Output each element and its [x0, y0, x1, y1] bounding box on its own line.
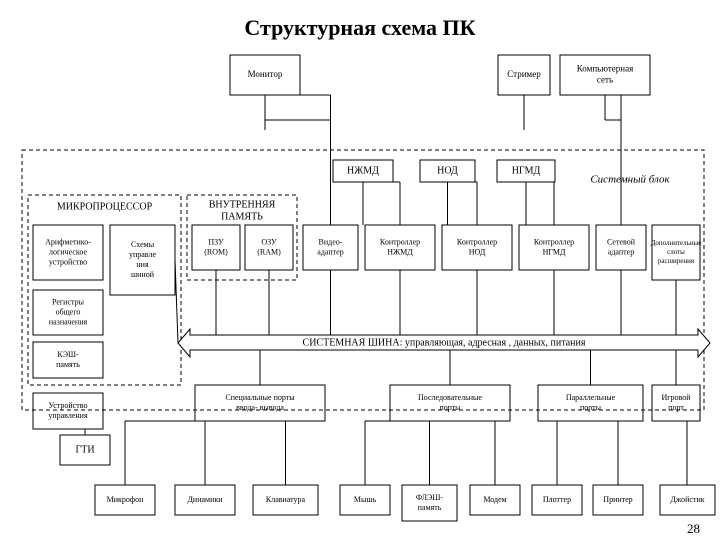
svg-text:Монитор: Монитор [248, 69, 283, 79]
svg-text:Принтер: Принтер [603, 495, 632, 504]
svg-text:Динамики: Динамики [187, 495, 223, 504]
svg-text:НГМД: НГМД [512, 165, 541, 176]
svg-text:Последовательные: Последовательные [418, 393, 482, 402]
svg-text:НЖМД: НЖМД [347, 165, 379, 176]
svg-text:ния: ния [136, 260, 149, 269]
svg-text:Стример: Стример [507, 69, 541, 79]
svg-text:МИКРОПРОЦЕССОР: МИКРОПРОЦЕССОР [57, 201, 153, 212]
svg-text:слоты: слоты [667, 248, 685, 256]
svg-text:ОЗУ: ОЗУ [261, 237, 277, 246]
diagram-canvas: Структурная схема ПК Монитор Стример Компью… [0, 0, 720, 540]
svg-text:КЭШ-: КЭШ- [57, 350, 79, 359]
svg-text:НОД: НОД [469, 247, 486, 256]
svg-text:Джойстик: Джойстик [670, 495, 704, 504]
svg-text:управления: управления [48, 411, 88, 420]
svg-text:Параллельные: Параллельные [566, 393, 616, 402]
svg-text:Дополнительные: Дополнительные [651, 239, 702, 247]
svg-text:28: 28 [687, 521, 700, 536]
svg-text:Регистры: Регистры [52, 297, 85, 306]
svg-text:Контроллер: Контроллер [457, 237, 497, 246]
svg-text:ВНУТРЕННЯЯ: ВНУТРЕННЯЯ [209, 199, 276, 210]
svg-text:Мышь: Мышь [354, 495, 377, 504]
svg-text:память: память [56, 360, 80, 369]
svg-text:адаптер: адаптер [608, 247, 634, 256]
svg-text:СИСТЕМНАЯ ШИНА: управляющая, а: СИСТЕМНАЯ ШИНА: управляющая, адресная , … [303, 337, 586, 348]
svg-text:сеть: сеть [597, 75, 613, 85]
svg-text:Контроллер: Контроллер [380, 237, 420, 246]
svg-text:Устройство: Устройство [49, 401, 88, 410]
svg-text:расширения: расширения [658, 257, 695, 265]
svg-text:логическое: логическое [49, 247, 87, 256]
svg-text:Арифметико-: Арифметико- [45, 237, 91, 246]
svg-text:НГМД: НГМД [543, 247, 566, 256]
svg-text:Компьютерная: Компьютерная [577, 64, 633, 74]
svg-text:Сетевой: Сетевой [607, 237, 636, 246]
svg-text:Структурная схема ПК: Структурная схема ПК [244, 15, 475, 40]
svg-text:память: память [418, 503, 442, 512]
svg-text:Схемы: Схемы [131, 240, 155, 249]
svg-text:Модем: Модем [483, 495, 506, 504]
svg-text:устройство: устройство [49, 257, 87, 266]
svg-text:порт: порт [668, 403, 684, 412]
svg-text:Контроллер: Контроллер [534, 237, 574, 246]
svg-text:управле: управле [129, 250, 156, 259]
svg-text:(RAM): (RAM) [257, 247, 281, 256]
svg-text:Системный блок: Системный блок [590, 174, 670, 186]
svg-text:Клавиатура: Клавиатура [266, 495, 306, 504]
svg-text:ПАМЯТЬ: ПАМЯТЬ [221, 211, 263, 222]
svg-text:ГТИ: ГТИ [75, 444, 94, 455]
svg-text:адаптер: адаптер [317, 247, 343, 256]
svg-text:Видео-: Видео- [319, 237, 343, 246]
svg-text:(ROM): (ROM) [204, 247, 228, 256]
svg-text:ФЛЭШ-: ФЛЭШ- [416, 493, 443, 502]
svg-text:общего: общего [56, 307, 81, 316]
svg-text:НЖМД: НЖМД [387, 247, 413, 256]
svg-text:назначения: назначения [49, 317, 88, 326]
svg-text:Специальные порты: Специальные порты [225, 393, 295, 402]
svg-text:Микрофон: Микрофон [107, 495, 144, 504]
svg-text:ПЗУ: ПЗУ [208, 237, 224, 246]
svg-text:порты: порты [580, 403, 602, 412]
svg-text:порты: порты [439, 403, 461, 412]
svg-text:Плоттер: Плоттер [543, 495, 571, 504]
svg-text:ввода- вывода: ввода- вывода [236, 403, 284, 412]
svg-text:НОД: НОД [437, 165, 458, 176]
svg-text:Игровой: Игровой [661, 393, 691, 402]
svg-text:шиной: шиной [131, 270, 155, 279]
